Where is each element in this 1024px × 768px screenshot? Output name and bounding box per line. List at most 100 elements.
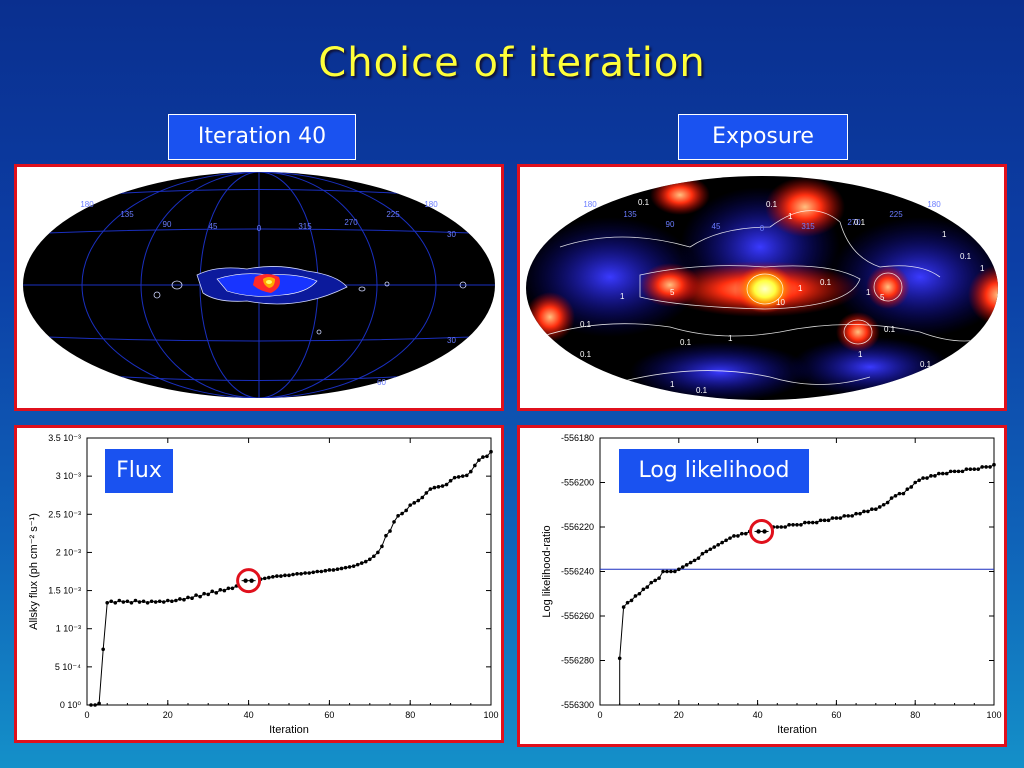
data-point [976, 467, 981, 471]
contour-label: 0.1 [638, 198, 650, 207]
data-point [917, 478, 921, 483]
data-point [968, 467, 973, 471]
data-point [218, 588, 223, 592]
data-point [392, 520, 396, 524]
contour-label: 1 [858, 350, 863, 359]
y-tick-label: -556300 [561, 700, 594, 710]
data-point [166, 598, 170, 603]
map-grid-label: 90 [666, 220, 675, 229]
data-point [826, 518, 831, 523]
x-tick-label: 80 [405, 710, 415, 720]
label-iteration-40: Iteration 40 [168, 114, 356, 160]
data-point [464, 473, 469, 478]
data-point [830, 516, 835, 520]
data-point [384, 533, 388, 538]
data-point [877, 505, 882, 509]
data-point [489, 449, 493, 454]
series-line [91, 451, 492, 706]
data-point [372, 554, 376, 559]
data-point [198, 594, 202, 599]
data-point [925, 476, 929, 480]
data-point [988, 465, 992, 469]
data-point [469, 469, 473, 474]
data-point [637, 591, 642, 596]
flux-chart: 0 20 40 60 80 100 0 10⁰ 5 10⁻⁴ 1 10⁻³ 1.5 10⁻³ 2 1… [28, 433, 499, 736]
data-point [113, 600, 118, 605]
data-point [665, 569, 669, 574]
x-tick-label: 80 [910, 710, 920, 720]
data-point [347, 565, 352, 569]
data-point [645, 585, 650, 589]
data-point [359, 561, 364, 565]
data-point [380, 544, 384, 549]
map-panel-iteration: 180 135 90 45 0 315 270 225 180 30 30 60 [14, 164, 504, 411]
data-point [921, 476, 925, 480]
data-point [226, 586, 231, 591]
data-point [267, 575, 271, 580]
contour-label: 1 [798, 284, 803, 293]
data-point [351, 564, 356, 568]
contour-label: 1 [670, 380, 675, 389]
data-point [862, 509, 866, 514]
label-exposure: Exposure [678, 114, 848, 160]
contour-label: 0.1 [960, 252, 972, 261]
data-point [944, 471, 949, 476]
data-point [396, 514, 400, 518]
data-point [653, 578, 657, 583]
contour-label: 0.1 [766, 200, 778, 209]
data-point [641, 587, 646, 592]
map-grid-label: 225 [889, 210, 903, 219]
contour-label: 0.1 [920, 360, 932, 369]
data-point [901, 491, 906, 496]
contour-label: 0.1 [580, 350, 592, 359]
data-point [795, 522, 799, 527]
map-grid-label: 45 [712, 222, 721, 231]
y-tick-label: -556280 [561, 656, 594, 666]
map-grid-label: 180 [583, 200, 597, 209]
map-grid-label: 30 [447, 336, 456, 345]
data-point [649, 580, 654, 585]
contour-label: 0.1 [854, 218, 866, 227]
contour-label: 5 [670, 288, 675, 297]
data-point [262, 576, 267, 581]
data-point [404, 508, 408, 513]
data-point [680, 565, 685, 569]
data-point [343, 565, 348, 570]
x-tick-label: 20 [163, 710, 173, 720]
data-point [424, 491, 429, 495]
data-point [420, 495, 425, 500]
data-point [368, 557, 372, 562]
data-point [740, 531, 744, 536]
slide-title: Choice of iteration [318, 40, 706, 86]
x-tick-label: 100 [986, 710, 1001, 720]
data-point [287, 573, 291, 578]
data-point [621, 605, 626, 609]
data-point [327, 568, 332, 572]
data-point [206, 592, 210, 597]
data-point [485, 454, 489, 459]
data-point [929, 474, 933, 478]
data-point [854, 511, 858, 516]
data-point [105, 600, 109, 605]
data-point [182, 597, 186, 602]
data-point [210, 589, 215, 594]
data-point [972, 467, 977, 471]
data-point [89, 703, 93, 707]
data-point [355, 562, 360, 567]
data-point [858, 511, 862, 516]
data-point [129, 600, 134, 605]
data-point [339, 566, 344, 571]
data-point [133, 598, 138, 603]
data-point [323, 568, 328, 573]
data-point [625, 600, 630, 605]
data-point [842, 514, 847, 518]
data-point [712, 545, 717, 549]
data-point [376, 550, 380, 555]
map-grid-label: 270 [847, 218, 861, 227]
data-point [956, 469, 961, 474]
data-point [271, 575, 275, 579]
data-point [145, 600, 150, 605]
data-point [617, 656, 622, 661]
data-point [633, 594, 638, 598]
data-point [960, 469, 965, 474]
